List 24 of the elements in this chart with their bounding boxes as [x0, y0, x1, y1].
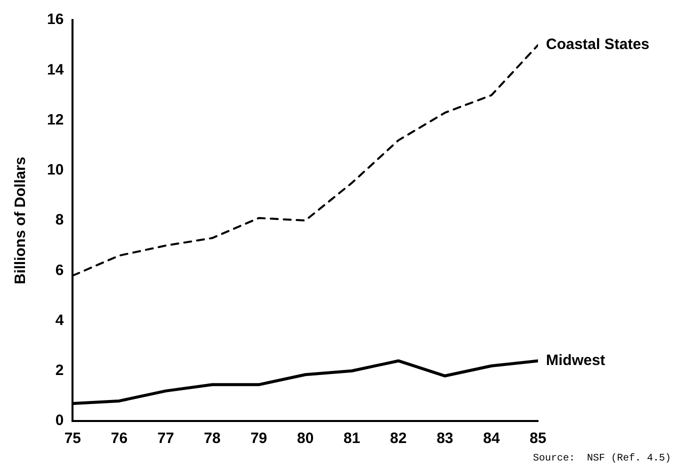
- y-tick-label: 12: [46, 111, 64, 128]
- x-tick-label: 82: [390, 430, 407, 448]
- x-tick-label: 77: [157, 430, 174, 448]
- y-tick-label: 4: [55, 312, 64, 329]
- x-tick-label: 79: [250, 430, 268, 448]
- x-tick-label: 81: [344, 430, 360, 448]
- y-tick-label: 10: [46, 162, 64, 179]
- y-tick-label: 2: [55, 362, 64, 380]
- x-tick-label: 75: [64, 430, 82, 448]
- series-label: Midwest: [546, 352, 606, 369]
- x-tick-label: 83: [436, 430, 454, 448]
- x-tick-label: 76: [110, 430, 128, 448]
- x-tick-label: 78: [204, 430, 221, 448]
- y-tick-label: 16: [46, 11, 64, 28]
- x-tick-label: 85: [530, 430, 546, 448]
- x-tick-label: 80: [297, 430, 314, 448]
- y-tick-label: 14: [46, 61, 64, 78]
- y-tick-label: 6: [55, 262, 64, 279]
- x-tick-label: 84: [483, 430, 500, 448]
- series-label: Coastal States: [546, 36, 650, 54]
- y-axis-title: Billions of Dollars: [12, 156, 30, 284]
- y-tick-label: 8: [55, 212, 64, 229]
- source-note: Source: NSF (Ref. 4.5): [532, 452, 671, 465]
- y-tick-label: 0: [55, 412, 64, 430]
